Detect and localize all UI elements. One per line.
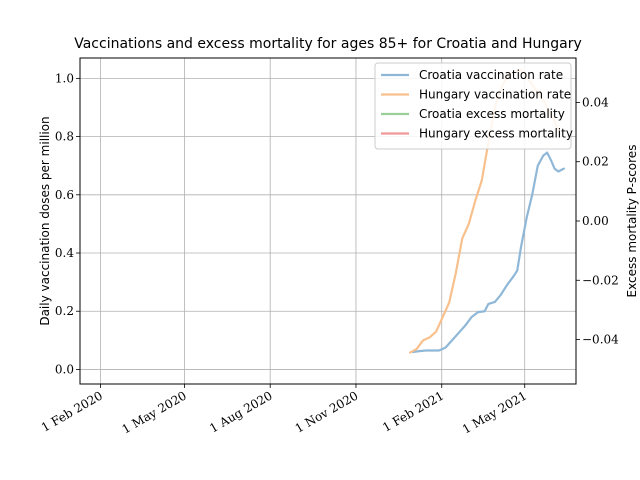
- y-tick-label: 0.0: [55, 362, 74, 376]
- y2-tick-label: 0.04: [582, 95, 609, 109]
- series-line-1: [411, 151, 565, 354]
- y-axis-right: −0.04 −0.02 0.00 0.02 0.04: [576, 95, 619, 347]
- y-tick-label: 0.4: [55, 246, 74, 260]
- y-axis-label: Daily vaccination doses per million: [38, 116, 52, 325]
- y2-tick-label: 0.00: [582, 214, 609, 228]
- legend-entry: Croatia excess mortality: [419, 107, 565, 121]
- legend-entry: Hungary vaccination rate: [419, 88, 571, 102]
- y-tick-label: 0.2: [55, 304, 74, 318]
- x-axis: 1 Feb 2020 1 May 2020 1 Aug 2020 1 Nov 2020…: [39, 384, 529, 437]
- chart-title: Vaccinations and excess mortality for ag…: [74, 36, 582, 52]
- y2-axis-label: Excess mortality P-scores: [625, 145, 639, 298]
- legend: Croatia vaccination rate Hungary vaccinat…: [374, 62, 573, 150]
- x-tick-label: 1 May 2020: [120, 388, 189, 436]
- legend-entry: Hungary excess mortality: [419, 127, 573, 141]
- x-tick-label: 1 Feb 2021: [380, 388, 446, 434]
- y-tick-label: 1.0: [55, 71, 74, 85]
- legend-box: [374, 62, 572, 150]
- y2-tick-label: 0.02: [582, 155, 609, 169]
- y-tick-label: 0.8: [55, 130, 74, 144]
- legend-entry: Croatia vaccination rate: [419, 68, 563, 82]
- x-tick-label: 1 Aug 2020: [207, 388, 275, 435]
- x-tick-label: 1 Nov 2020: [293, 388, 361, 435]
- y-tick-label: 0.6: [55, 188, 74, 202]
- x-tick-label: 1 May 2021: [460, 388, 529, 436]
- x-tick-label: 1 Feb 2020: [39, 388, 105, 434]
- y2-tick-label: −0.04: [582, 333, 619, 347]
- y-axis-left: 0.0 0.2 0.4 0.6 0.8 1.0: [55, 71, 80, 376]
- y2-tick-label: −0.02: [582, 273, 619, 287]
